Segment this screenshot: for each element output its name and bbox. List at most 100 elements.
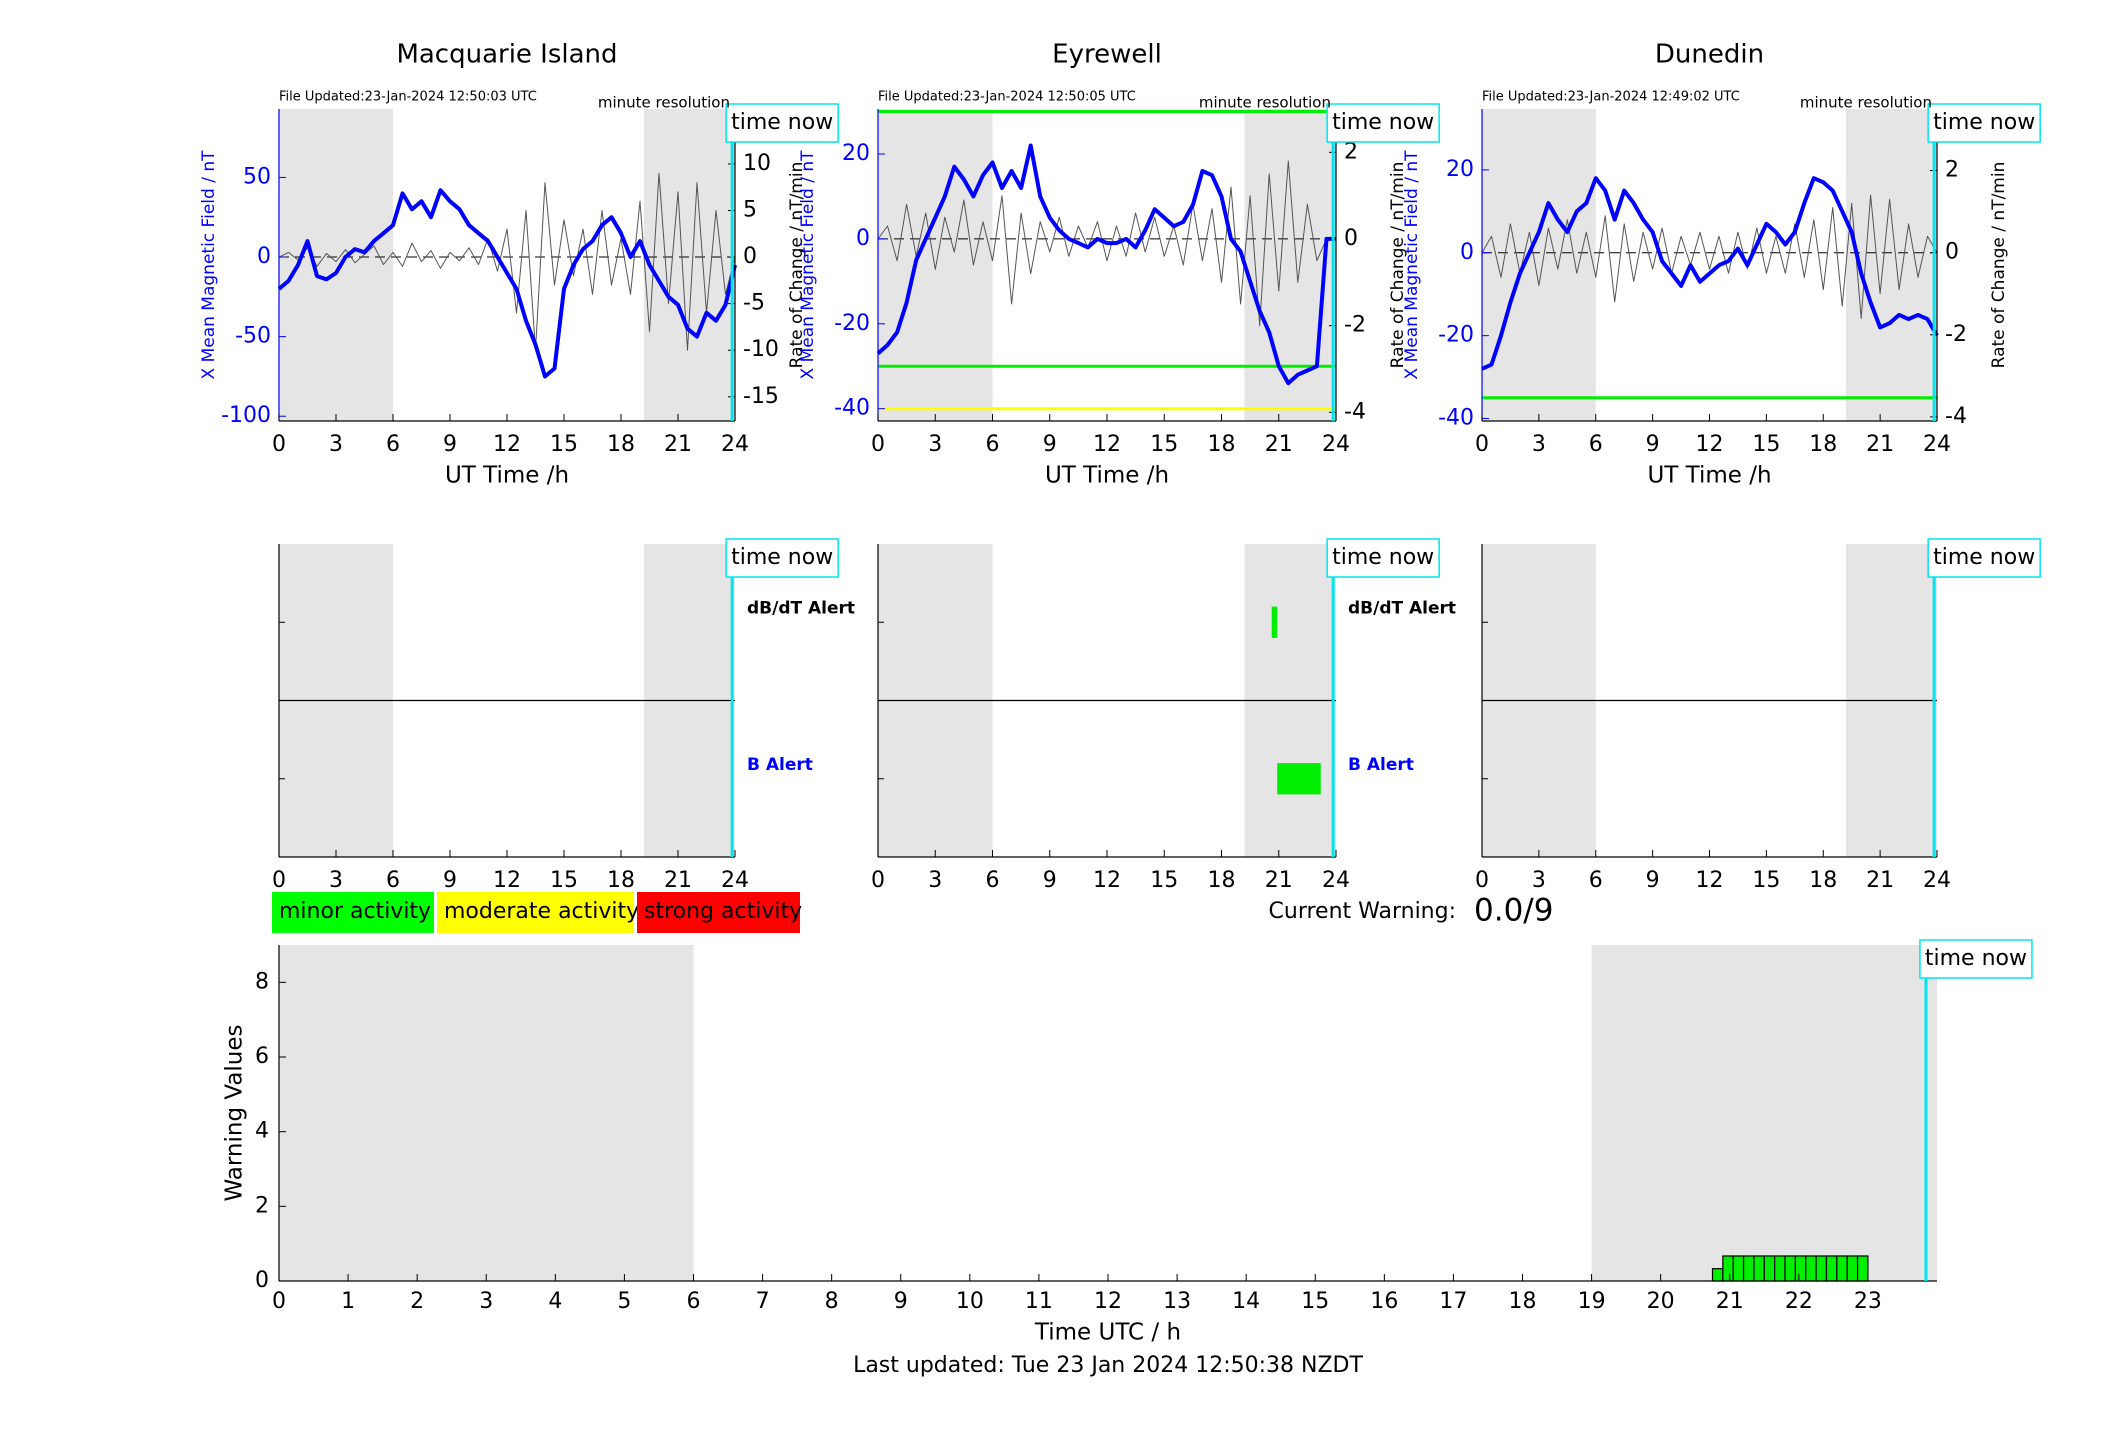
x-tick-label: 21 xyxy=(1265,868,1293,893)
y2-tick-label: -2 xyxy=(1344,313,1366,338)
legend-swatch xyxy=(637,892,800,933)
series-line xyxy=(278,172,736,351)
x-tick-label: 10 xyxy=(956,1289,984,1314)
x-tick-label: 13 xyxy=(1163,1289,1191,1314)
time-now-label: time now xyxy=(731,545,833,570)
y2-tick-label: 0 xyxy=(1945,240,1959,265)
x-tick-label: 0 xyxy=(272,868,286,893)
y2-tick-label: 0 xyxy=(743,244,757,269)
legend-label: strong activity xyxy=(644,899,802,924)
x-tick-label: 0 xyxy=(871,432,885,457)
x-tick-label: 22 xyxy=(1785,1289,1813,1314)
legend-label: minor activity xyxy=(279,899,431,924)
series-line xyxy=(1481,176,1939,371)
night-shading xyxy=(279,945,694,1281)
x-tick-label: 24 xyxy=(1322,868,1350,893)
y-tick-label: -20 xyxy=(834,311,870,336)
bar xyxy=(1856,1255,1869,1282)
x-tick-label: 16 xyxy=(1370,1289,1398,1314)
y2-tick-label: -5 xyxy=(743,291,765,316)
x-tick-label: 9 xyxy=(1646,868,1660,893)
x-tick-label: 14 xyxy=(1232,1289,1260,1314)
x-tick-label: 24 xyxy=(1923,868,1951,893)
y2-tick-label: 0 xyxy=(1344,226,1358,251)
x-tick-label: 0 xyxy=(871,868,885,893)
x-tick-label: 21 xyxy=(1716,1289,1744,1314)
night-shading xyxy=(1244,109,1336,421)
footer: Last updated: Tue 23 Jan 2024 12:50:38 N… xyxy=(853,1353,1363,1378)
x-tick-label: 15 xyxy=(1150,432,1178,457)
y-tick-label: 0 xyxy=(255,1268,269,1293)
x-tick-label: 15 xyxy=(1752,432,1780,457)
x-tick-label: 6 xyxy=(386,432,400,457)
y-tick-label: 0 xyxy=(257,244,271,269)
row-label: B Alert xyxy=(747,755,813,775)
bar xyxy=(1794,1255,1807,1282)
y-tick-label: 0 xyxy=(856,226,870,251)
x-tick-label: 21 xyxy=(664,868,692,893)
time-now-box xyxy=(1326,538,1440,578)
current-warning-value: 0.0/9 xyxy=(1474,893,1553,929)
y-axis-label: Warning Values xyxy=(222,1024,248,1201)
alert-bar xyxy=(1277,763,1321,795)
x-tick-label: 15 xyxy=(1752,868,1780,893)
x-tick-label: 18 xyxy=(607,868,635,893)
night-shading xyxy=(643,109,735,421)
x-axis-label: UT Time /h xyxy=(445,463,569,489)
x-tick-label: 18 xyxy=(1509,1289,1537,1314)
x-tick-label: 21 xyxy=(1265,432,1293,457)
y2-axis-label: Rate of Change / nT/min xyxy=(1388,162,1408,369)
night-shading xyxy=(878,109,993,421)
y-tick-label: -50 xyxy=(235,324,271,349)
y2-tick-label: -4 xyxy=(1945,404,1967,429)
x-tick-label: 8 xyxy=(825,1289,839,1314)
x-tick-label: 9 xyxy=(894,1289,908,1314)
series-line xyxy=(877,160,1336,327)
y-tick-label: 4 xyxy=(255,1119,269,1144)
bar xyxy=(1763,1255,1776,1282)
x-tick-label: 12 xyxy=(1696,868,1724,893)
x-tick-label: 21 xyxy=(1866,868,1894,893)
subtitle: File Updated:23-Jan-2024 12:49:02 UTC xyxy=(1482,90,1740,105)
x-tick-label: 0 xyxy=(272,1289,286,1314)
x-tick-label: 6 xyxy=(386,868,400,893)
x-tick-label: 3 xyxy=(329,432,343,457)
x-tick-label: 15 xyxy=(550,432,578,457)
x-tick-label: 9 xyxy=(1043,868,1057,893)
x-tick-label: 12 xyxy=(1094,1289,1122,1314)
time-now-box xyxy=(1927,103,2041,143)
night-shading xyxy=(1482,109,1596,421)
time-now-box xyxy=(1919,939,2033,979)
time-now-box xyxy=(725,538,839,578)
x-tick-label: 11 xyxy=(1025,1289,1053,1314)
x-tick-label: 3 xyxy=(928,868,942,893)
chart-title: Dunedin xyxy=(1655,40,1764,70)
bar xyxy=(1753,1255,1765,1282)
x-tick-label: 6 xyxy=(1589,868,1603,893)
y2-tick-label: -10 xyxy=(743,337,779,362)
y2-tick-label: 2 xyxy=(1344,139,1358,164)
y-tick-label: -40 xyxy=(834,396,870,421)
x-tick-label: 5 xyxy=(617,1289,631,1314)
bar xyxy=(1805,1255,1817,1282)
time-now-label: time now xyxy=(731,110,833,135)
y-tick-label: 20 xyxy=(1446,157,1474,182)
annotation: minute resolution xyxy=(1199,94,1331,112)
x-tick-label: 23 xyxy=(1854,1289,1882,1314)
y-tick-label: 6 xyxy=(255,1044,269,1069)
bar xyxy=(1711,1268,1724,1282)
x-tick-label: 2 xyxy=(410,1289,424,1314)
x-tick-label: 20 xyxy=(1647,1289,1675,1314)
bar xyxy=(1815,1255,1828,1282)
x-tick-label: 3 xyxy=(329,868,343,893)
x-tick-label: 12 xyxy=(1093,432,1121,457)
y2-tick-label: 2 xyxy=(1945,158,1959,183)
y-tick-label: 20 xyxy=(842,141,870,166)
alert-bar xyxy=(1271,606,1278,638)
y-tick-label: -40 xyxy=(1438,406,1474,431)
x-tick-label: 21 xyxy=(1866,432,1894,457)
subtitle: File Updated:23-Jan-2024 12:50:05 UTC xyxy=(878,90,1136,105)
x-tick-label: 24 xyxy=(1322,432,1350,457)
x-tick-label: 3 xyxy=(928,432,942,457)
x-tick-label: 9 xyxy=(1646,432,1660,457)
